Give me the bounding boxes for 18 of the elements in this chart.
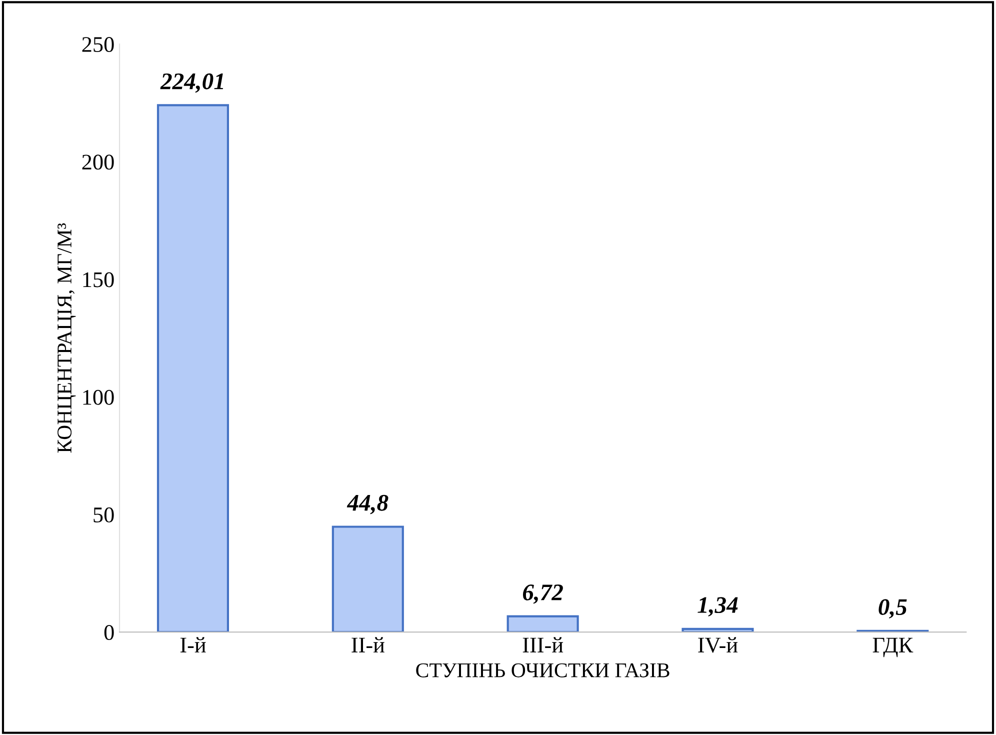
data-label: 44,8 — [346, 494, 388, 514]
y-tick-label: 250 — [82, 37, 114, 52]
data-label: 6,72 — [522, 584, 563, 604]
x-tick-label: ГДК — [872, 638, 914, 658]
x-axis-title: СТУПІНЬ ОЧИСТКИ ГАЗІВ — [416, 663, 670, 678]
y-tick-label: 0 — [104, 625, 114, 640]
y-tick-label: 100 — [83, 390, 114, 405]
x-tick-label: IV-й — [698, 637, 738, 653]
x-tick-label: III-й — [522, 637, 564, 652]
data-label: 0,5 — [878, 599, 907, 618]
y-tick-label: 200 — [82, 154, 114, 170]
y-axis-title: КОНЦЕНТРАЦІЯ, МГ/М³ — [58, 223, 76, 453]
y-tick-label: 50 — [94, 507, 114, 522]
data-label: 1,34 — [698, 597, 738, 616]
y-tick-label: 150 — [83, 272, 114, 288]
x-tick-label: II-й — [352, 637, 384, 652]
data-label: 224,01 — [160, 73, 224, 93]
x-tick-label: I-й — [180, 637, 206, 652]
